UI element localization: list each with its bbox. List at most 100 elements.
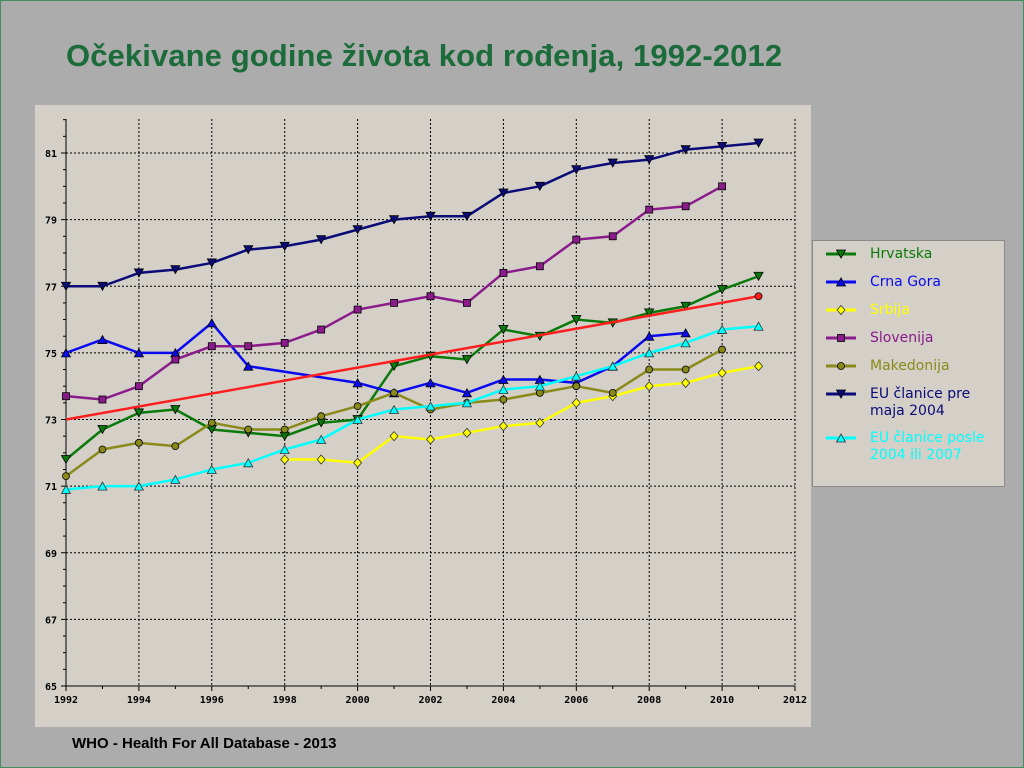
legend-marker-icon [826, 433, 856, 443]
series-point [425, 211, 436, 222]
series-point [680, 301, 691, 312]
series-point [462, 427, 472, 438]
x-tick-label: 1992 [54, 695, 78, 706]
series-point [644, 348, 655, 358]
series-point [315, 434, 327, 444]
series-point [60, 281, 72, 292]
series-point [206, 464, 217, 474]
series-point [279, 241, 290, 252]
series-point [716, 141, 728, 152]
series-point [426, 292, 435, 301]
series-point [644, 308, 655, 318]
series-line [65, 275, 759, 461]
series-point [207, 342, 216, 351]
legend-marker-shape [836, 304, 846, 316]
legend-label: EU članice posle 2004 ili 2007 [870, 430, 985, 463]
series-point [133, 348, 145, 358]
series-eu-lanice-pre-maja-2004 [60, 138, 764, 292]
series-point [425, 434, 436, 445]
series-point [244, 342, 253, 351]
series-point [608, 388, 617, 397]
series-point [716, 285, 728, 295]
legend-marker-shape [835, 433, 847, 443]
series-point [681, 202, 690, 211]
series-point [718, 345, 726, 354]
series-point [352, 378, 363, 388]
series-slovenija [62, 182, 726, 404]
series-eu-lanice-posle-2004-ili-2007 [60, 321, 764, 494]
series-point [353, 457, 363, 468]
y-tick-label: 81 [45, 149, 57, 160]
x-tick-label: 1994 [127, 695, 151, 706]
series-point [608, 232, 617, 241]
series-point [498, 325, 509, 335]
life-expectancy-line-chart: 1992 1994 1996 1998 2000 2002 2004 2006 2008 2010… [45, 119, 807, 706]
series-point [390, 299, 398, 307]
series-point [280, 454, 290, 465]
series-point [133, 408, 145, 418]
series-point [280, 338, 289, 347]
x-tick-label: 2006 [564, 695, 588, 706]
x-tick-label: 2008 [637, 695, 661, 706]
series-point [498, 384, 509, 394]
series-point [170, 474, 181, 484]
series-point [498, 374, 509, 384]
series-point [62, 392, 70, 401]
series-point [716, 324, 728, 334]
y-tick-label: 75 [45, 349, 57, 360]
series-point [498, 188, 509, 198]
series-point [388, 215, 400, 225]
legend-label: Srbija [870, 302, 910, 318]
series-point [645, 365, 654, 374]
series-line [65, 324, 759, 491]
legend-marker-icon [826, 277, 856, 287]
legend-label: Hrvatska [870, 246, 933, 262]
series-point [315, 235, 327, 245]
series-point [243, 361, 254, 371]
series-line [65, 321, 686, 395]
series-point [680, 145, 691, 155]
x-tick-label: 1996 [200, 695, 224, 706]
series-point [753, 138, 764, 148]
slide-title: Očekivane godine života kod rođenja, 199… [66, 38, 783, 73]
x-tick-label: 2004 [491, 695, 515, 706]
series-point [571, 371, 582, 381]
series-point [60, 348, 72, 358]
series-point [534, 181, 546, 192]
y-tick-label: 71 [45, 482, 57, 493]
series-point [98, 445, 107, 454]
grid-layer [66, 119, 796, 686]
series-point [535, 262, 544, 271]
series-point [353, 305, 362, 314]
series-line [66, 141, 759, 288]
series-point [171, 355, 180, 364]
series-point [279, 444, 290, 454]
series-point [243, 245, 254, 255]
axis-layer: 1992 1994 1996 1998 2000 2002 2004 2006 2008 2010… [45, 119, 807, 706]
y-tick-label: 69 [45, 549, 57, 560]
legend-marker-icon [826, 304, 856, 316]
legend-marker-icon [826, 249, 856, 259]
series-line [284, 364, 759, 465]
series-point [535, 417, 545, 428]
legend-marker-shape [835, 249, 847, 259]
legend-marker-shape [835, 389, 847, 399]
legend-marker-shape [837, 334, 845, 342]
legend-marker-icon [826, 334, 856, 342]
series-point [97, 425, 108, 435]
legend-label: Crna Gora [870, 274, 941, 290]
legend-marker-shape [835, 277, 847, 287]
series-point [352, 225, 363, 235]
legend: Hrvatska Crna Gora Srbija Slovenija Makedoni… [812, 240, 1005, 487]
series-point [461, 211, 473, 222]
chart-panel [35, 105, 811, 727]
legend-marker-icon [826, 362, 856, 370]
series-point [571, 165, 582, 175]
series-point [60, 484, 72, 494]
series-point [316, 454, 326, 465]
x-tick-label: 2000 [346, 695, 370, 706]
x-tick-label: 2002 [418, 695, 442, 706]
series-point [97, 334, 108, 344]
series-point [572, 235, 581, 244]
series-point [244, 425, 253, 434]
